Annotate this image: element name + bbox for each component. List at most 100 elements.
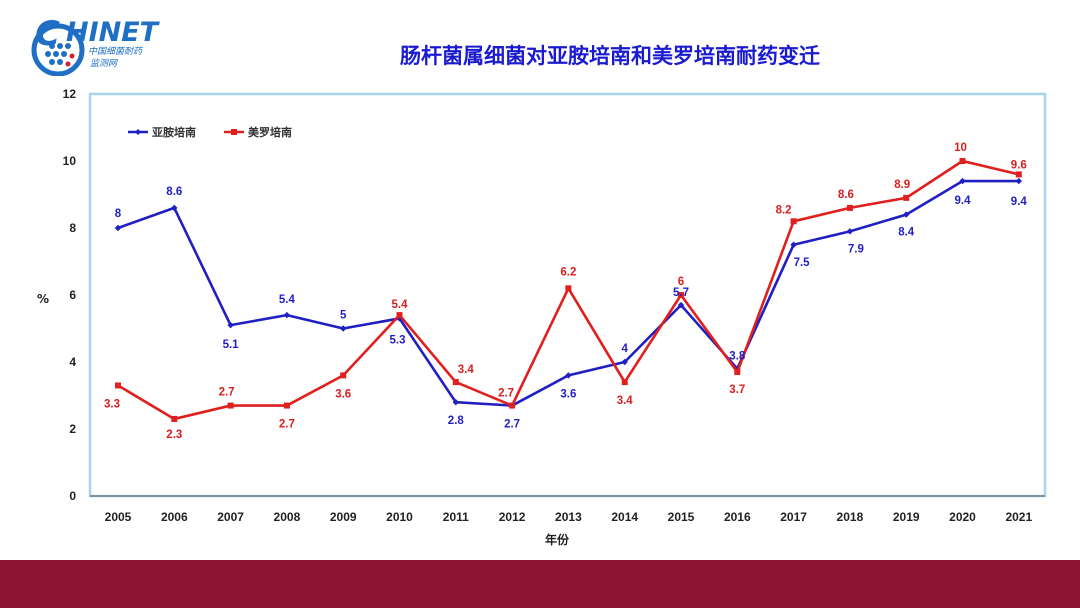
data-label: 3.6 xyxy=(560,388,576,400)
x-tick-label: 2021 xyxy=(1005,510,1032,524)
data-point-marker xyxy=(283,402,290,409)
legend-label: 美罗培南 xyxy=(248,125,292,139)
data-label: 8.6 xyxy=(838,189,854,201)
data-point-marker xyxy=(452,399,459,406)
data-label: 2.7 xyxy=(504,419,520,431)
logo-subtitle-2: 监测网 xyxy=(90,58,118,69)
legend-marker xyxy=(135,129,141,135)
data-point-marker xyxy=(565,285,572,292)
chinet-logo: C HINET 中国细菌耐药 监测网 xyxy=(30,12,190,77)
data-label: 3.4 xyxy=(458,364,475,376)
x-tick-label: 2007 xyxy=(217,510,244,524)
data-label: 8.9 xyxy=(894,179,910,191)
data-point-marker xyxy=(1015,171,1022,178)
data-label: 2.7 xyxy=(219,387,235,399)
data-point-marker xyxy=(621,358,628,366)
data-label: 2.7 xyxy=(498,388,514,400)
legend-label: 亚胺培南 xyxy=(152,125,196,139)
data-point-marker xyxy=(171,204,178,212)
data-point-marker xyxy=(283,311,291,319)
data-point-marker xyxy=(846,204,853,211)
data-label: 8 xyxy=(115,208,122,220)
data-label: 5.3 xyxy=(390,334,406,346)
logo-subtitle: 中国细菌耐药 xyxy=(88,46,144,57)
data-point-marker xyxy=(790,218,797,225)
series-line xyxy=(117,179,1019,407)
y-axis-ticks: 0 2 4 6 8 10 12 xyxy=(63,87,77,503)
data-label: 6 xyxy=(678,276,684,288)
data-label: 6.2 xyxy=(560,266,576,278)
data-label: 7.9 xyxy=(848,243,864,255)
data-label: 2.8 xyxy=(448,415,465,427)
y-tick-label: 12 xyxy=(63,87,77,101)
data-label: 3.8 xyxy=(729,351,746,363)
data-point-marker xyxy=(227,321,234,329)
data-label: 8.4 xyxy=(898,227,915,239)
data-point-marker xyxy=(171,415,178,422)
x-axis-title: 年份 xyxy=(545,532,570,547)
x-tick-label: 2006 xyxy=(161,510,188,524)
x-tick-label: 2019 xyxy=(893,510,920,524)
data-label: 5.4 xyxy=(392,299,409,311)
data-point-marker xyxy=(959,158,966,164)
data-point-marker xyxy=(340,372,347,379)
data-point-marker xyxy=(959,177,966,185)
x-tick-label: 2014 xyxy=(611,510,638,524)
data-label: 3.6 xyxy=(335,388,351,400)
data-point-marker xyxy=(115,382,121,389)
logo-ring xyxy=(31,23,85,77)
data-point-marker xyxy=(621,379,628,386)
legend-marker xyxy=(231,129,237,135)
data-label: 5.4 xyxy=(279,294,296,306)
logo-dots xyxy=(45,43,71,65)
x-tick-label: 2012 xyxy=(499,510,526,524)
data-label: 2.7 xyxy=(279,419,295,431)
y-tick-label: 6 xyxy=(69,288,76,302)
data-label: 5.7 xyxy=(673,287,689,299)
data-point-marker xyxy=(677,301,685,309)
logo-initial: C xyxy=(35,14,60,54)
line-chart: 0 2 4 6 8 10 12 2005 2006 2007 2008 2009 2 0 10 2011 20… xyxy=(37,87,1047,547)
chart-title: 肠杆菌属细菌对亚胺培南和美罗培南耐药变迁 xyxy=(400,44,820,68)
data-point-marker xyxy=(396,312,403,319)
y-tick-label: 4 xyxy=(69,355,76,369)
y-tick-label: 8 xyxy=(69,221,76,235)
data-point-marker xyxy=(903,194,910,201)
data-point-marker xyxy=(340,325,347,332)
data-point-marker xyxy=(565,372,572,379)
data-point-marker xyxy=(790,241,797,248)
chinet-logo-graphic: C HINET 中国细菌耐药 监测网 xyxy=(31,14,161,77)
data-label: 10 xyxy=(954,142,967,154)
logo-brand-text: HINET xyxy=(66,17,161,48)
data-point-marker xyxy=(114,224,122,232)
data-label: 5 xyxy=(340,310,347,322)
data-point-marker xyxy=(678,292,684,298)
data-point-marker xyxy=(903,211,910,218)
x-tick-label: 2005 xyxy=(105,510,132,524)
x-axis-ticks: 2005 2006 2007 2008 2009 2010 2011 2012 2013 2014… xyxy=(105,510,1033,524)
series-layer xyxy=(114,158,1022,422)
logo-red-dots xyxy=(65,53,75,67)
data-label: 4 xyxy=(621,343,628,355)
x-tick-label: 2018 xyxy=(837,510,864,524)
y-tick-label: 10 xyxy=(63,154,77,168)
x-tick-label: 2008 xyxy=(274,510,301,524)
data-labels-layer: 8 8.6 5.1 5.4 5 5.3 2.8 2.7 3.6 4 5.7 3.8 7.5 7.9 8.4 9… xyxy=(104,142,1027,441)
y-tick-label: 0 xyxy=(69,489,76,503)
y-axis-title: % xyxy=(37,292,49,306)
legend: 亚胺培南 美罗培南 xyxy=(128,125,292,139)
data-point-marker xyxy=(452,379,459,386)
x-tick-label: 2017 xyxy=(780,510,807,524)
data-label: 9.4 xyxy=(955,195,972,207)
data-label: 3.4 xyxy=(617,395,634,407)
x-tick-label: 2016 xyxy=(724,510,751,524)
x-tick-label: 2011 xyxy=(443,510,469,524)
x-tick-label: 2009 xyxy=(330,510,357,524)
data-label: 9.4 xyxy=(1011,196,1028,208)
data-point-marker xyxy=(846,228,854,235)
data-label: 2.3 xyxy=(166,429,182,441)
data-point-marker xyxy=(509,402,516,409)
data-label: 8.2 xyxy=(776,204,792,216)
y-tick-label: 2 xyxy=(69,422,76,436)
footer-band xyxy=(0,560,1080,608)
